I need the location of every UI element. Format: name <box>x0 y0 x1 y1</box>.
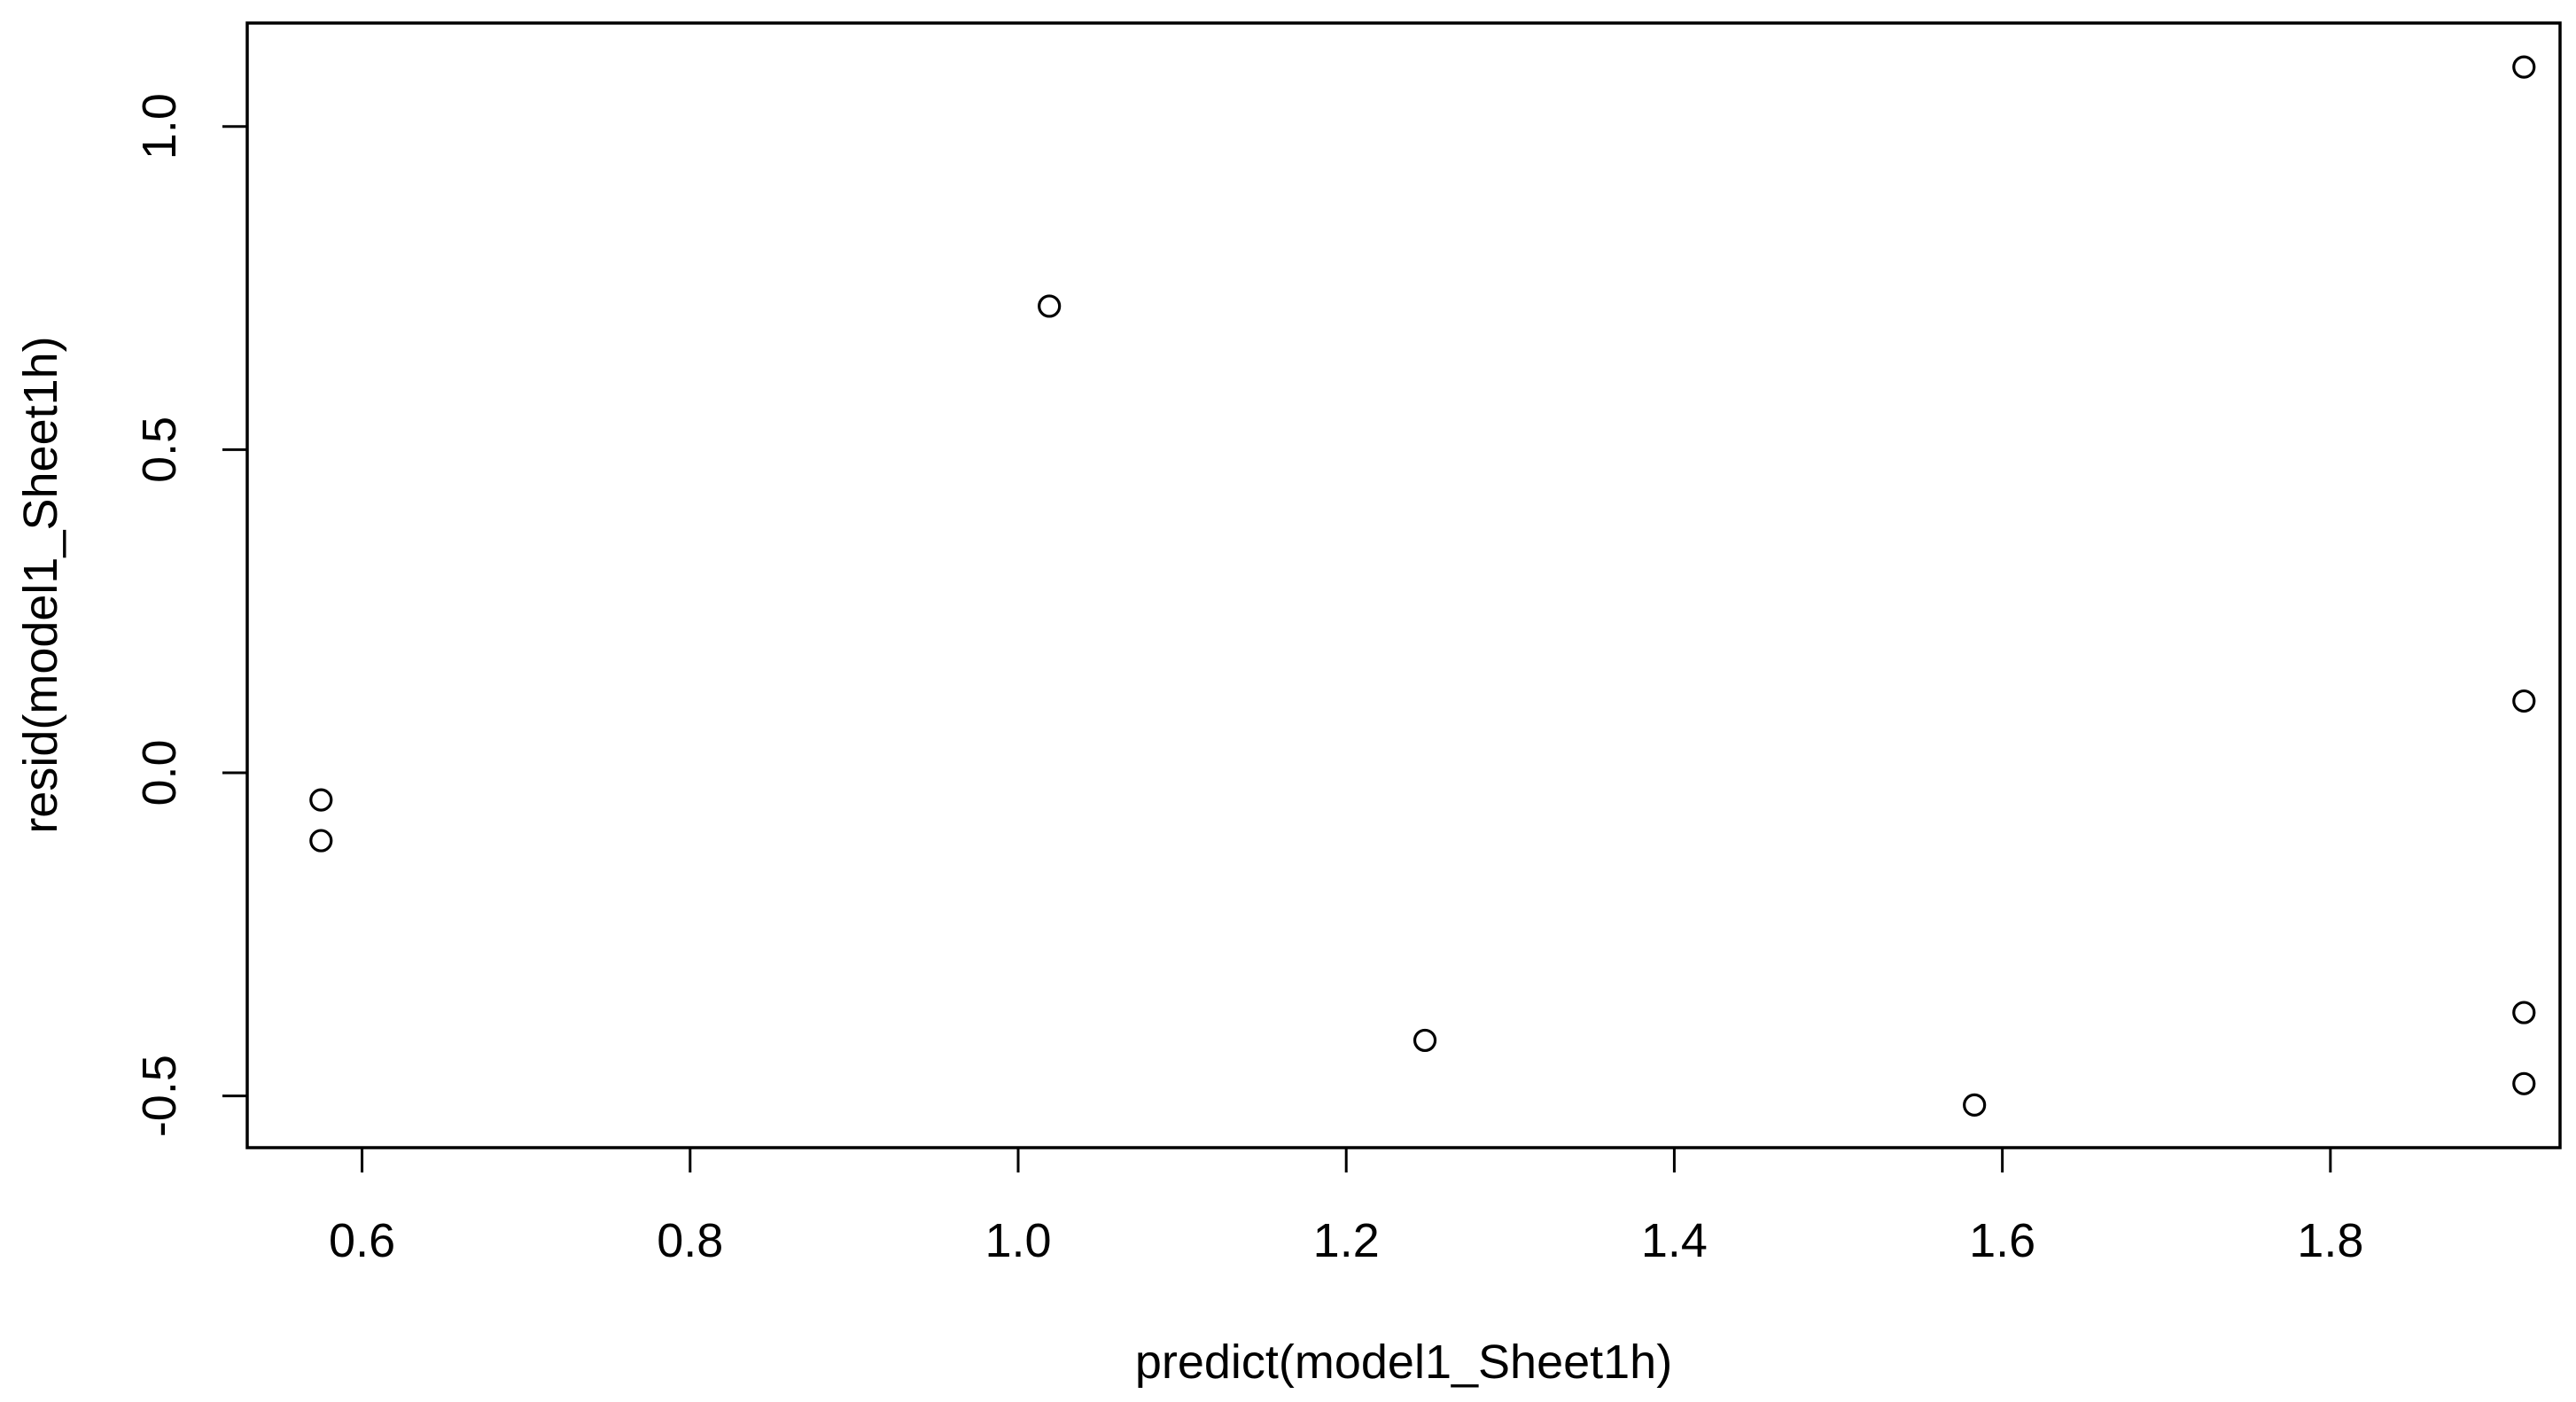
x-tick-label: 1.2 <box>1313 1214 1380 1267</box>
y-axis-title: resid(model1_Sheet1h) <box>14 336 67 833</box>
data-point <box>2512 1001 2536 1024</box>
data-point <box>1413 1028 1437 1053</box>
x-axis: 0.6 0.8 1.0 1.2 1.4 1.6 1.8 <box>329 1146 2363 1267</box>
x-tick-label: 0.6 <box>329 1214 395 1267</box>
x-tick-label: 1.6 <box>1969 1214 2035 1267</box>
data-point <box>1038 294 1062 318</box>
plot-frame <box>245 21 2562 1149</box>
x-tick-label: 1.4 <box>1641 1214 1708 1267</box>
y-ticks: -0.5 0.0 0.5 1.0 <box>133 93 247 1137</box>
x-tick-label: 1.8 <box>2297 1214 2363 1267</box>
data-point <box>309 829 333 853</box>
data-point <box>2512 689 2536 713</box>
x-axis-title: predict(model1_Sheet1h) <box>1135 1336 1672 1389</box>
data-point <box>309 788 333 812</box>
data-point <box>2512 55 2536 79</box>
x-tick-label: 1.0 <box>984 1214 1051 1267</box>
data-points <box>309 55 2536 1117</box>
x-tick-label: 0.8 <box>657 1214 723 1267</box>
x-ticks: 0.6 0.8 1.0 1.2 1.4 1.6 1.8 <box>329 1148 2363 1267</box>
y-axis: -0.5 0.0 0.5 1.0 <box>133 93 249 1137</box>
data-point <box>1963 1093 1987 1117</box>
y-tick-label: -0.5 <box>133 1055 186 1137</box>
y-tick-label: 0.5 <box>133 417 186 483</box>
y-tick-label: 1.0 <box>133 93 186 160</box>
y-tick-label: 0.0 <box>133 739 186 806</box>
data-point <box>2512 1071 2536 1095</box>
